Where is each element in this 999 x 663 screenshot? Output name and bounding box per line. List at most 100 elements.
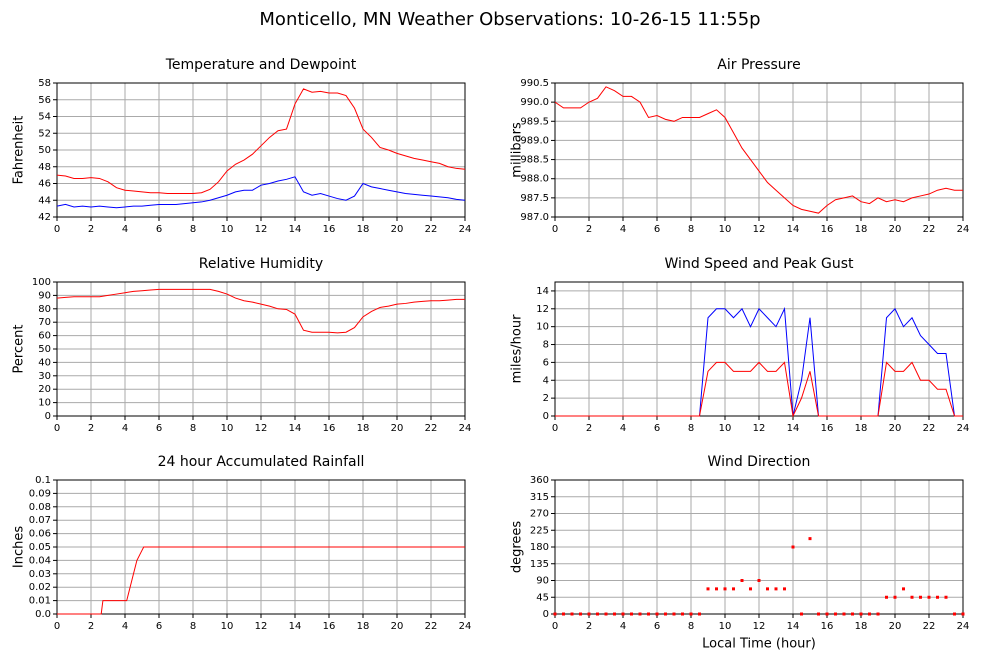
x-tick-label: 18 (855, 621, 868, 632)
y-tick-label: 4 (543, 375, 549, 386)
chart-title: 24 hour Accumulated Rainfall (158, 454, 365, 470)
data-point (740, 579, 744, 582)
y-tick-label: 12 (536, 304, 549, 315)
y-tick-label: 0.07 (29, 515, 51, 526)
x-tick-label: 18 (855, 224, 868, 235)
data-point (944, 595, 948, 599)
x-tick-label: 12 (753, 224, 766, 235)
x-tick-label: 12 (255, 224, 268, 235)
y-tick-label: 989.5 (520, 116, 549, 127)
y-axis-label: miles/hour (510, 314, 525, 383)
data-point (579, 612, 582, 616)
x-tick-label: 22 (425, 621, 438, 632)
y-axis-label: Fahrenheit (12, 116, 27, 185)
data-point (783, 587, 786, 591)
x-tick-label: 20 (391, 621, 404, 632)
y-tick-label: 225 (530, 525, 549, 536)
chart-title: Wind Direction (708, 454, 811, 470)
x-tick-label: 14 (787, 224, 800, 235)
x-tick-label: 22 (425, 423, 438, 434)
x-tick-label: 2 (586, 621, 592, 632)
y-tick-label: 989.0 (520, 135, 549, 146)
data-point (638, 612, 642, 616)
x-tick-label: 8 (688, 621, 694, 632)
plot-frame (554, 479, 964, 615)
y-tick-label: 990.5 (520, 78, 549, 89)
data-line (56, 88, 466, 195)
x-tick-label: 4 (122, 224, 128, 235)
x-tick-label: 6 (156, 423, 162, 434)
data-point (681, 612, 684, 616)
y-tick-label: 270 (530, 509, 549, 520)
data-point (647, 612, 650, 616)
x-tick-label: 24 (459, 224, 472, 235)
y-tick-label: 14 (536, 286, 549, 297)
plot-frame (554, 281, 964, 417)
x-tick-label: 8 (190, 423, 196, 434)
y-tick-label: 52 (38, 128, 51, 139)
y-tick-label: 0.01 (29, 596, 51, 607)
x-tick-label: 0 (552, 621, 558, 632)
data-point (842, 612, 846, 616)
data-point (723, 587, 727, 591)
y-tick-label: 30 (38, 371, 51, 382)
data-point (596, 612, 599, 616)
y-tick-label: 48 (38, 162, 51, 173)
data-point (698, 612, 701, 616)
data-line (56, 176, 466, 209)
data-point (689, 612, 693, 616)
x-tick-label: 22 (923, 224, 936, 235)
y-tick-label: 0.05 (29, 542, 51, 553)
x-tick-label: 4 (620, 224, 626, 235)
x-tick-label: 8 (688, 224, 694, 235)
y-tick-label: 6 (543, 357, 549, 368)
plot-frame (56, 281, 466, 417)
data-line (57, 546, 465, 615)
y-tick-label: 0.0 (35, 609, 51, 620)
y-tick-label: 988.0 (520, 174, 549, 185)
x-tick-label: 4 (122, 621, 128, 632)
y-tick-label: 315 (530, 492, 549, 503)
x-tick-label: 16 (323, 423, 336, 434)
x-tick-label: 20 (889, 621, 902, 632)
data-point (825, 612, 829, 616)
data-point (859, 612, 863, 616)
data-point (570, 612, 574, 616)
y-tick-label: 0.06 (29, 529, 51, 540)
x-tick-label: 12 (255, 621, 268, 632)
x-tick-label: 10 (719, 423, 732, 434)
x-tick-label: 0 (552, 224, 558, 235)
data-point (910, 595, 914, 599)
x-tick-label: 10 (719, 224, 732, 235)
x-tick-label: 6 (156, 224, 162, 235)
data-point (604, 612, 608, 616)
y-tick-label: 80 (38, 304, 51, 315)
data-point (868, 612, 871, 616)
y-tick-label: 2 (543, 393, 549, 404)
x-tick-label: 4 (620, 423, 626, 434)
y-tick-label: 0 (45, 411, 51, 422)
x-axis-label: Local Time (hour) (702, 637, 816, 652)
x-tick-label: 22 (425, 224, 438, 235)
y-tick-label: 135 (530, 559, 549, 570)
x-tick-label: 6 (654, 224, 660, 235)
data-line (555, 361, 963, 418)
x-tick-label: 2 (586, 224, 592, 235)
x-tick-label: 22 (923, 621, 936, 632)
y-tick-label: 58 (38, 78, 51, 89)
data-point (936, 595, 939, 599)
x-tick-label: 14 (289, 621, 302, 632)
x-tick-label: 10 (221, 224, 234, 235)
x-tick-label: 4 (620, 621, 626, 632)
y-tick-label: 44 (38, 195, 51, 206)
x-tick-label: 4 (122, 423, 128, 434)
y-tick-label: 90 (38, 290, 51, 301)
y-tick-label: 50 (38, 344, 51, 355)
y-axis-label: Inches (12, 526, 27, 568)
data-point (732, 587, 735, 591)
x-tick-label: 0 (54, 224, 60, 235)
data-point (562, 612, 565, 616)
data-point (808, 537, 812, 541)
x-tick-label: 16 (821, 621, 834, 632)
